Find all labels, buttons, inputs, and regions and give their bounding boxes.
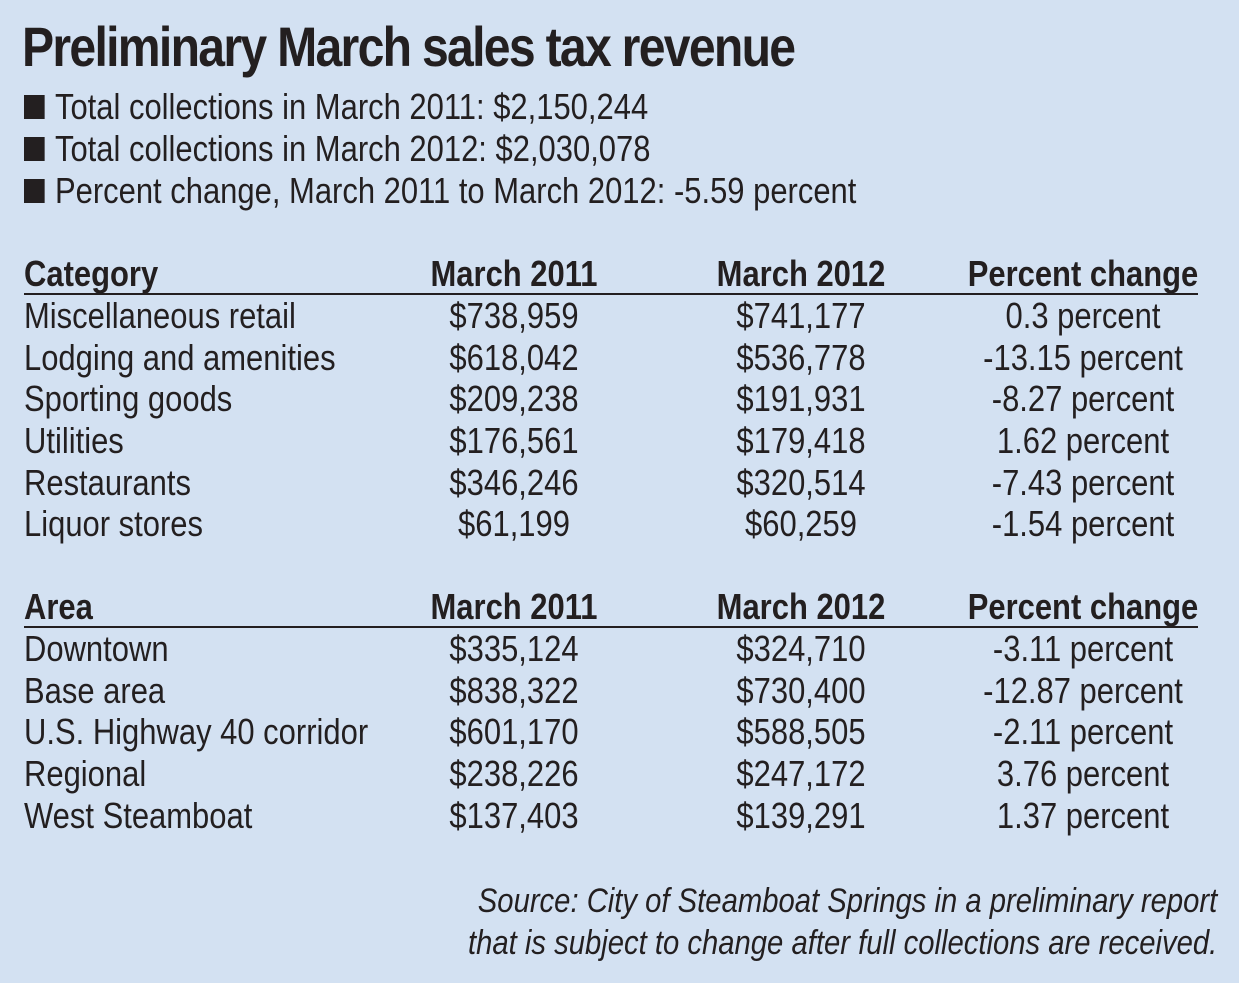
table-cell: $60,259 bbox=[745, 503, 857, 545]
table-cell: U.S. Highway 40 corridor bbox=[24, 711, 369, 753]
table-cell: $209,238 bbox=[449, 378, 579, 420]
page-title: Preliminary March sales tax revenue bbox=[22, 15, 796, 78]
table-row: U.S. Highway 40 corridor $601,170 $588,505… bbox=[24, 711, 1198, 753]
column-header: March 2011 bbox=[430, 253, 598, 294]
square-bullet-icon bbox=[24, 179, 45, 203]
summary-list: Total collections in March 2011: $2,150,… bbox=[24, 86, 856, 212]
table-row: Miscellaneous retail $738,959 $741,177 0.3 … bbox=[24, 295, 1198, 337]
table-cell: $238,226 bbox=[449, 753, 579, 795]
table-header-row: Category March 2011 March 2012 Percent chan… bbox=[24, 255, 1198, 295]
table-cell: $137,403 bbox=[449, 794, 579, 836]
column-header: Percent change bbox=[967, 253, 1199, 294]
table-cell: $191,931 bbox=[736, 378, 866, 420]
source-note: Source: City of Steamboat Springs in a p… bbox=[468, 880, 1217, 964]
table-cell: Lodging and amenities bbox=[24, 336, 336, 378]
table-cell: 3.76 percent bbox=[996, 753, 1170, 795]
summary-item: Percent change, March 2011 to March 2012… bbox=[24, 170, 856, 212]
table-row: Downtown $335,124 $324,710 -3.11 percent bbox=[24, 628, 1198, 670]
table-cell: Restaurants bbox=[24, 461, 191, 503]
table-cell: 0.3 percent bbox=[1005, 295, 1161, 336]
table-row: Regional $238,226 $247,172 3.76 percent bbox=[24, 753, 1198, 795]
table-cell: $346,246 bbox=[449, 461, 579, 503]
source-line: that is subject to change after full col… bbox=[467, 924, 1217, 962]
table-cell: $61,199 bbox=[458, 503, 570, 545]
table-cell: $247,172 bbox=[736, 753, 866, 795]
column-header: Percent change bbox=[967, 586, 1199, 627]
table-cell: Downtown bbox=[24, 628, 169, 669]
table-cell: 1.37 percent bbox=[996, 794, 1170, 836]
table-cell: Liquor stores bbox=[24, 503, 203, 545]
column-header: Area bbox=[24, 586, 93, 627]
summary-item: Total collections in March 2011: $2,150,… bbox=[24, 86, 856, 128]
column-header: March 2011 bbox=[430, 586, 598, 627]
table-cell: West Steamboat bbox=[24, 794, 253, 836]
column-header: March 2012 bbox=[716, 586, 886, 627]
square-bullet-icon bbox=[24, 95, 45, 119]
table-cell: $601,170 bbox=[449, 711, 579, 753]
table-row: West Steamboat $137,403 $139,291 1.37 perce… bbox=[24, 795, 1198, 837]
square-bullet-icon bbox=[24, 137, 45, 161]
table-cell: -3.11 percent bbox=[992, 628, 1174, 669]
table-cell: $741,177 bbox=[736, 295, 866, 336]
table-cell: $176,561 bbox=[449, 420, 579, 462]
table-cell: -7.43 percent bbox=[991, 461, 1175, 503]
table-cell: $618,042 bbox=[449, 336, 579, 378]
table-cell: Miscellaneous retail bbox=[24, 295, 296, 336]
table-cell: 1.62 percent bbox=[996, 420, 1170, 462]
table-cell: $838,322 bbox=[449, 669, 579, 711]
table-cell: Base area bbox=[24, 669, 166, 711]
table-cell: -13.15 percent bbox=[983, 336, 1183, 378]
table-cell: -2.11 percent bbox=[992, 711, 1174, 753]
table-row: Sporting goods $209,238 $191,931 -8.27 perc… bbox=[24, 378, 1198, 420]
table-cell: $536,778 bbox=[736, 336, 866, 378]
summary-text: Percent change, March 2011 to March 2012… bbox=[54, 170, 857, 211]
table-cell: $730,400 bbox=[736, 669, 866, 711]
table-cell: Utilities bbox=[24, 420, 124, 462]
table-row: Restaurants $346,246 $320,514 -7.43 percent bbox=[24, 462, 1198, 504]
table-cell: $139,291 bbox=[736, 794, 866, 836]
table-row: Base area $838,322 $730,400 -12.87 percent bbox=[24, 670, 1198, 712]
table-cell: $738,959 bbox=[449, 295, 579, 336]
summary-text: Total collections in March 2012: $2,030,… bbox=[54, 128, 651, 169]
table-cell: Sporting goods bbox=[24, 378, 233, 420]
source-line: Source: City of Steamboat Springs in a p… bbox=[477, 882, 1217, 920]
table-cell: $324,710 bbox=[736, 628, 866, 669]
table-cell: Regional bbox=[24, 753, 147, 795]
table-row: Utilities $176,561 $179,418 1.62 percent bbox=[24, 420, 1198, 462]
table-header-row: Area March 2011 March 2012 Percent change bbox=[24, 588, 1198, 628]
table-cell: $588,505 bbox=[736, 711, 866, 753]
area-table: Area March 2011 March 2012 Percent change Do… bbox=[24, 588, 1198, 836]
table-cell: $179,418 bbox=[736, 420, 866, 462]
table-cell: $320,514 bbox=[736, 461, 866, 503]
summary-item: Total collections in March 2012: $2,030,… bbox=[24, 128, 856, 170]
table-cell: -8.27 percent bbox=[991, 378, 1175, 420]
table-row: Liquor stores $61,199 $60,259 -1.54 percent bbox=[24, 503, 1198, 545]
table-row: Lodging and amenities $618,042 $536,778 -13… bbox=[24, 337, 1198, 379]
table-cell: $335,124 bbox=[449, 628, 579, 669]
summary-text: Total collections in March 2011: $2,150,… bbox=[54, 86, 649, 127]
column-header: March 2012 bbox=[716, 253, 886, 294]
table-cell: -12.87 percent bbox=[983, 669, 1183, 711]
category-table: Category March 2011 March 2012 Percent chan… bbox=[24, 255, 1198, 545]
column-header: Category bbox=[24, 253, 159, 294]
table-cell: -1.54 percent bbox=[991, 503, 1175, 545]
